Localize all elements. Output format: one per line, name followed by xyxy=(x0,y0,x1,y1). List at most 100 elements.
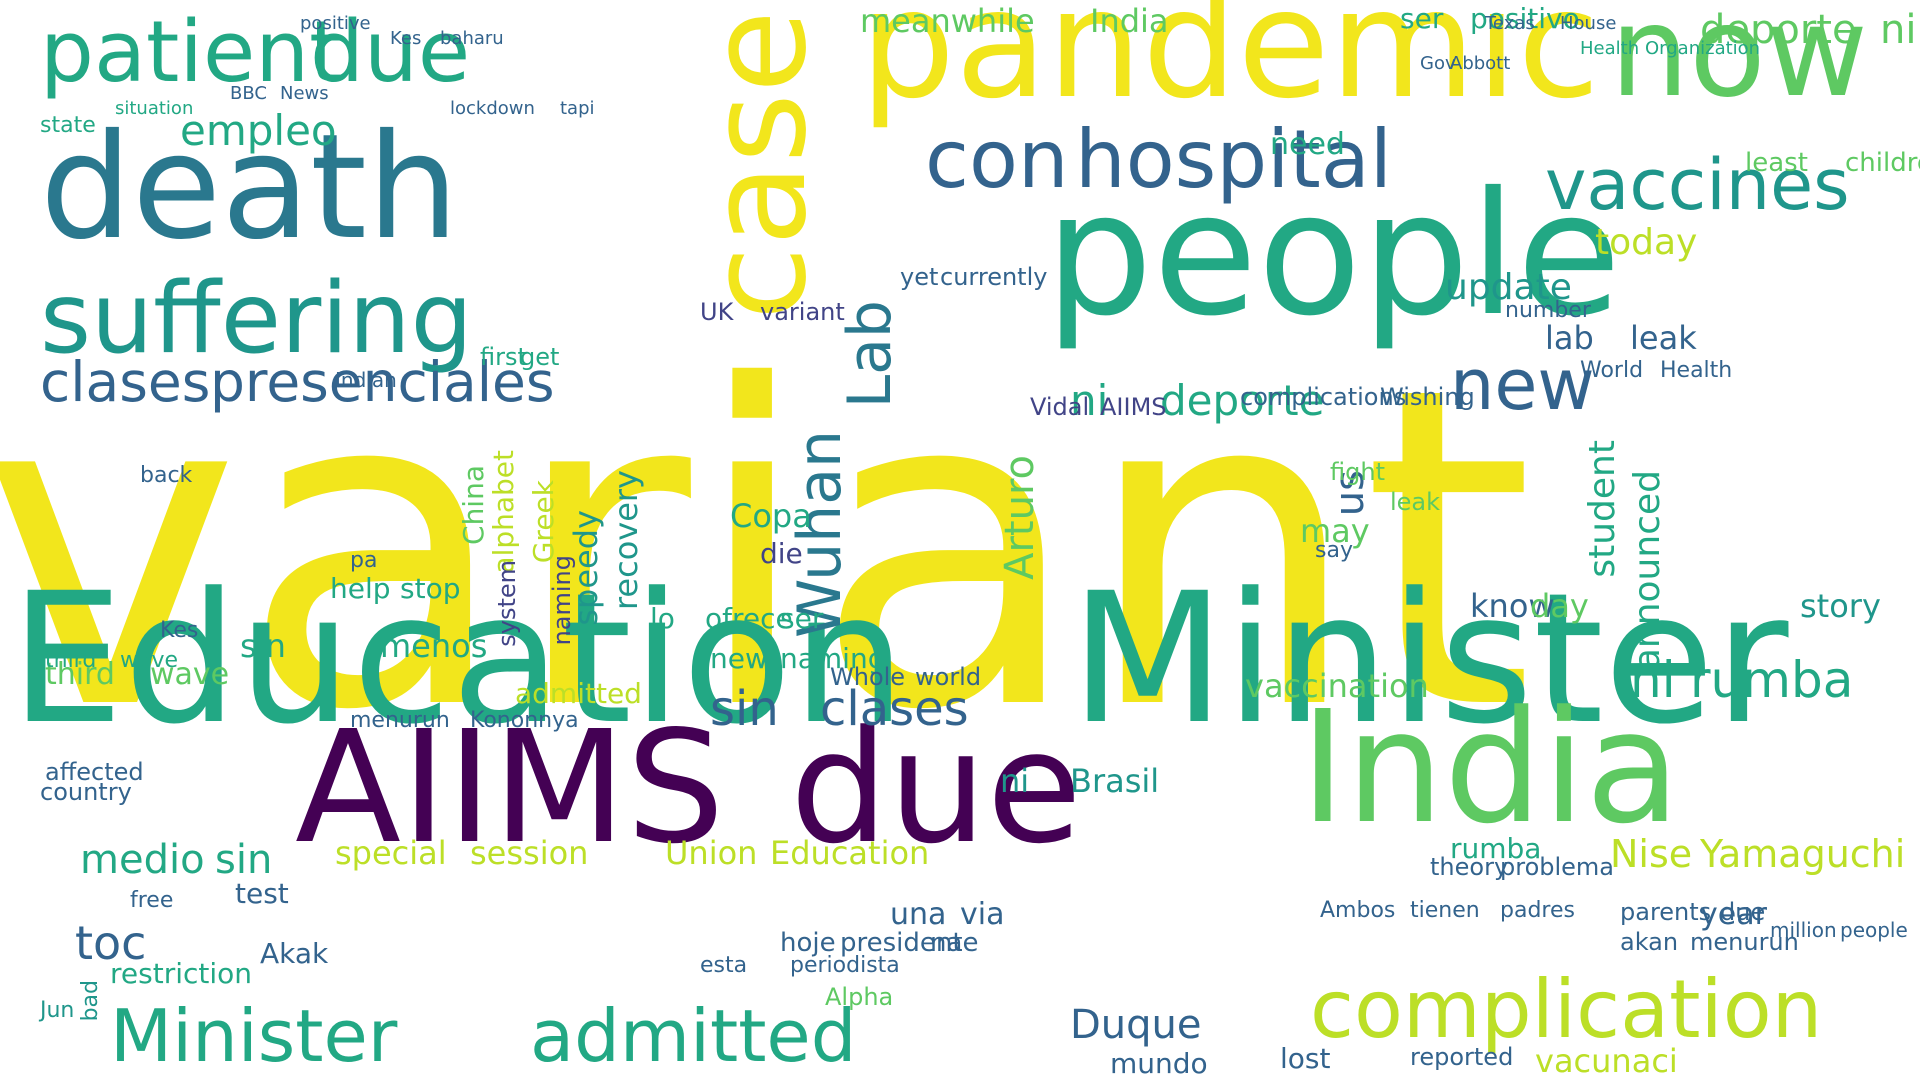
cloud-word: na xyxy=(930,928,963,958)
cloud-word: Education xyxy=(10,555,907,764)
cloud-word: patient xyxy=(40,3,343,102)
cloud-word: world xyxy=(915,663,982,691)
cloud-word: Akak xyxy=(260,937,329,970)
cloud-word: suffering xyxy=(40,262,473,376)
cloud-word: ser xyxy=(1400,2,1444,35)
cloud-word: number xyxy=(1505,298,1591,323)
cloud-word: Abbott xyxy=(1450,53,1511,74)
cloud-word: theory xyxy=(1430,853,1509,881)
cloud-word: Union xyxy=(665,834,758,872)
cloud-word: ni xyxy=(1000,762,1030,800)
cloud-word: third xyxy=(45,657,115,692)
cloud-word: House xyxy=(1560,13,1617,34)
cloud-word: tapi xyxy=(560,98,595,119)
cloud-word: know xyxy=(1470,587,1555,625)
cloud-word: day xyxy=(1530,587,1589,625)
cloud-word: mundo xyxy=(1110,1047,1208,1080)
cloud-word: ofrece xyxy=(705,602,793,635)
cloud-word: deporte xyxy=(1700,7,1857,53)
cloud-word: naming xyxy=(548,555,576,646)
cloud-word: Wishing xyxy=(1380,383,1475,411)
cloud-word: periodista xyxy=(790,953,900,978)
cloud-word: esta xyxy=(700,953,748,978)
cloud-word: wave xyxy=(120,648,179,673)
cloud-word: situation xyxy=(115,98,194,119)
cloud-word: vaccination xyxy=(1245,667,1429,705)
cloud-word: today xyxy=(1595,222,1698,263)
cloud-word: yet xyxy=(900,263,939,291)
cloud-word: AIIMS xyxy=(295,697,725,878)
cloud-word: Yamaguchi xyxy=(1700,832,1906,876)
cloud-word: Health xyxy=(1660,358,1733,383)
cloud-word: leak xyxy=(1390,488,1441,516)
cloud-word: Kes xyxy=(390,28,422,49)
cloud-word: variant xyxy=(760,298,845,326)
cloud-word: Kes xyxy=(160,618,199,643)
cloud-word: restriction xyxy=(110,957,253,990)
cloud-word: system xyxy=(493,560,521,647)
cloud-word: vaccines xyxy=(1545,144,1850,226)
cloud-word: toc xyxy=(75,916,147,970)
cloud-word: akan xyxy=(1620,928,1679,956)
cloud-word: get xyxy=(520,343,560,371)
cloud-word: Kononnya xyxy=(470,708,579,733)
cloud-word: Vidal xyxy=(1030,393,1090,421)
cloud-word: parents xyxy=(1620,898,1712,926)
cloud-word: stop xyxy=(400,572,461,605)
cloud-word: BBC xyxy=(230,83,267,104)
cloud-word: Gov xyxy=(1420,53,1456,74)
cloud-word: Ambos xyxy=(1320,898,1396,923)
cloud-word: Texas xyxy=(1485,13,1535,34)
cloud-word: complications xyxy=(1240,383,1407,411)
cloud-word: naming xyxy=(780,642,886,675)
cloud-word: children xyxy=(1845,148,1920,178)
cloud-word: fight xyxy=(1330,458,1385,486)
cloud-word: Alpha xyxy=(825,983,894,1011)
cloud-word: may xyxy=(1300,512,1370,550)
cloud-word: problema xyxy=(1500,853,1615,881)
cloud-word: sin xyxy=(215,837,273,883)
cloud-word: rumba xyxy=(1450,832,1542,865)
cloud-word: positive xyxy=(300,13,371,34)
cloud-word: con xyxy=(925,113,1069,206)
cloud-word: presenciales xyxy=(210,350,555,414)
cloud-word: update xyxy=(1445,267,1572,308)
cloud-word: Brasil xyxy=(1070,762,1160,800)
cloud-word: test xyxy=(235,877,289,910)
cloud-word: menos xyxy=(380,627,488,665)
cloud-word: World xyxy=(1580,358,1644,383)
cloud-word: via xyxy=(960,897,1005,932)
cloud-word: lockdown xyxy=(450,98,535,119)
cloud-word: menurun xyxy=(350,708,450,733)
cloud-word: AIIMS xyxy=(1100,393,1167,421)
cloud-word: admitted xyxy=(515,677,642,710)
cloud-word: India xyxy=(1090,2,1169,40)
cloud-word: Nise xyxy=(1610,832,1693,876)
cloud-word: Whole xyxy=(830,663,906,691)
cloud-word: sin xyxy=(710,681,779,737)
cloud-word: announced xyxy=(1627,470,1668,671)
cloud-word: baharu xyxy=(440,28,504,49)
cloud-word: positivo xyxy=(1470,2,1580,35)
cloud-word: Minister xyxy=(110,994,398,1078)
cloud-word: least xyxy=(1745,148,1808,178)
cloud-word: China xyxy=(457,465,490,545)
cloud-word: Indian xyxy=(335,368,397,392)
cloud-word: rumba xyxy=(1690,651,1854,709)
cloud-word: case xyxy=(679,10,836,321)
cloud-word: ni xyxy=(1070,376,1109,425)
cloud-word: admitted xyxy=(530,994,857,1078)
cloud-word: presidente xyxy=(840,928,979,958)
cloud-word: una xyxy=(890,897,947,932)
cloud-word: sin xyxy=(240,627,286,665)
cloud-word: story xyxy=(1800,587,1881,625)
cloud-word: affected xyxy=(45,758,144,786)
cloud-word: die xyxy=(760,537,803,570)
cloud-word: due xyxy=(310,3,471,102)
cloud-word: student xyxy=(1582,440,1623,578)
cloud-word: Lab xyxy=(835,300,905,409)
cloud-word: now xyxy=(1610,0,1868,125)
cloud-word: meanwhile xyxy=(860,2,1035,40)
cloud-word: UK xyxy=(700,298,734,326)
